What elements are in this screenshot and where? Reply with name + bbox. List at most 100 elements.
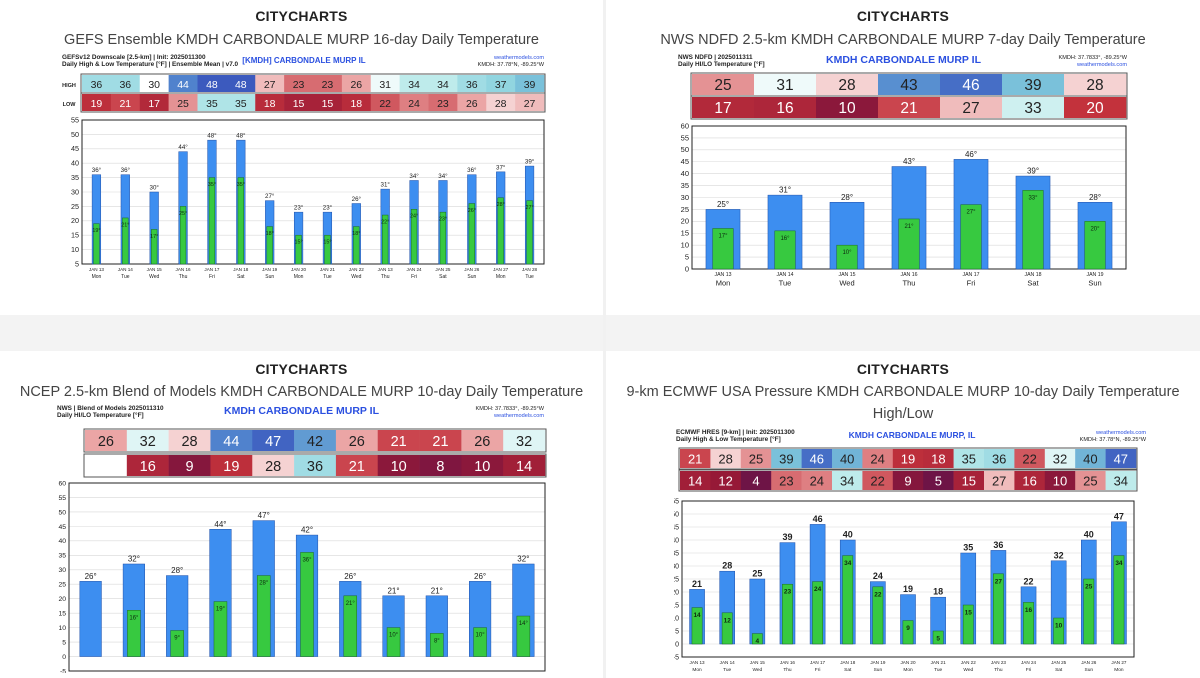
x-day-label: Tue <box>934 667 942 673</box>
chart-title[interactable]: 9-km ECMWF USA Pressure KMDH CARBONDALE … <box>606 381 1200 425</box>
high-temp-value: 32 <box>516 434 532 450</box>
chart-panel-gefs: CITYCHARTS GEFS Ensemble KMDH CARBONDALE… <box>0 0 603 315</box>
high-temp-value: 46 <box>810 451 824 466</box>
y-tick-label: 35 <box>681 181 689 190</box>
chart-title[interactable]: NWS NDFD 2.5-km KMDH CARBONDALE MURP 7-d… <box>606 29 1200 51</box>
high-row-label: HIGH <box>62 83 76 89</box>
low-temp-value: 24 <box>810 473 824 488</box>
low-bar-label: 16° <box>129 615 139 621</box>
header-meta: weathermodels.com <box>493 55 544 61</box>
low-bar-label: 27° <box>525 205 533 211</box>
low-temp-value: 10 <box>838 100 856 117</box>
x-day-label: Mon <box>92 274 102 280</box>
chart-title[interactable]: GEFS Ensemble KMDH CARBONDALE MURP 16-da… <box>0 29 603 51</box>
high-temp-value: 23 <box>293 79 305 91</box>
temperature-chart[interactable]: NWS | Blend of Models 2025011310 Daily HI… <box>55 403 548 673</box>
low-bar-label: 20° <box>1090 226 1100 232</box>
chart-svg[interactable]: GEFSv12 Downscale [2.5-km] | Init: 20250… <box>60 52 548 281</box>
high-temp-value: 36 <box>119 79 131 91</box>
x-tick-label: JAN 19 <box>262 267 278 272</box>
x-day-label: Thu <box>179 274 188 280</box>
temperature-chart[interactable]: GEFSv12 Downscale [2.5-km] | Init: 20250… <box>60 52 548 281</box>
low-temp-value: 16 <box>140 459 156 475</box>
low-bar <box>171 631 184 657</box>
low-temp-value: 10 <box>391 459 407 475</box>
low-temp-value: 15 <box>322 98 334 110</box>
y-tick-label: 5 <box>685 252 689 261</box>
high-temp-value: 26 <box>474 434 490 450</box>
high-temp-value: 36 <box>992 451 1006 466</box>
low-temp-value: 15 <box>962 473 976 488</box>
high-temp-value: 28 <box>718 451 732 466</box>
low-temp-value: 26 <box>466 98 478 110</box>
low-bar-label: 33° <box>1028 195 1038 201</box>
low-row-label: LOW <box>63 102 77 108</box>
x-day-label: Tue <box>525 274 534 280</box>
x-tick-label: JAN 16 <box>176 267 192 272</box>
high-temp-value: 44 <box>223 434 239 450</box>
x-tick-label: JAN 13 <box>690 660 706 665</box>
x-tick-label: JAN 14 <box>776 272 793 278</box>
y-tick-label: 30 <box>58 567 66 574</box>
x-day-label: Thu <box>903 279 916 288</box>
low-temp-value: 14 <box>688 473 702 488</box>
y-tick-label: 55 <box>58 495 66 502</box>
y-tick-label: 15 <box>674 602 679 609</box>
low-bar-label: 14 <box>693 612 701 619</box>
low-temp-value: 23 <box>779 473 793 488</box>
y-tick-label: -5 <box>60 668 66 673</box>
low-temp-value: 18 <box>350 98 362 110</box>
low-bar-label: 25 <box>1085 584 1093 591</box>
x-day-label: Tue <box>779 279 792 288</box>
low-temp-value: 10 <box>474 459 490 475</box>
low-bar <box>843 556 853 644</box>
x-tick-label: JAN 23 <box>991 660 1007 665</box>
y-tick-label: -5 <box>674 654 679 661</box>
x-tick-label: JAN 21 <box>320 267 336 272</box>
high-temp-value: 32 <box>140 434 156 450</box>
x-tick-label: JAN 13 <box>714 272 731 278</box>
low-bar-label: 22° <box>381 219 389 225</box>
chart-title[interactable]: NCEP 2.5-km Blend of Models KMDH CARBOND… <box>0 381 603 403</box>
high-bar-label: 32° <box>128 554 140 563</box>
temperature-chart[interactable]: NWS NDFD | 2025011311 Daily HI/LO Tempera… <box>676 52 1131 298</box>
y-tick-label: 10 <box>58 625 66 632</box>
high-temp-value: 47 <box>1114 451 1128 466</box>
y-tick-label: 50 <box>58 509 66 516</box>
low-temp-value: 23 <box>437 98 449 110</box>
high-temp-value: 22 <box>1022 451 1036 466</box>
high-temp-value: 28 <box>181 434 197 450</box>
high-bar-label: 31° <box>779 186 791 195</box>
low-bar-label: 24° <box>410 214 418 220</box>
temperature-chart[interactable]: ECMWF HRES [9-km] | Init: 2025011300 Dail… <box>674 427 1150 678</box>
high-temp-value: 18 <box>931 451 945 466</box>
high-bar-label: 46 <box>813 514 823 524</box>
high-temp-value: 25 <box>714 77 731 94</box>
low-bar-label: 28° <box>497 202 505 208</box>
low-temp-value: 21 <box>119 98 131 110</box>
brand-label: CITYCHARTS <box>606 361 1200 377</box>
low-bar-label: 34 <box>844 560 852 567</box>
high-temp-value: 48 <box>206 79 218 91</box>
high-bar-label: 19 <box>903 584 913 594</box>
x-day-label: Wed <box>963 667 973 673</box>
x-tick-label: JAN 15 <box>838 272 855 278</box>
x-day-label: Sat <box>237 274 245 280</box>
chart-svg[interactable]: ECMWF HRES [9-km] | Init: 2025011300Dail… <box>674 427 1150 678</box>
high-bar-label: 32° <box>517 554 529 563</box>
x-day-label: Mon <box>496 274 506 280</box>
low-temp-value: 22 <box>379 98 391 110</box>
high-bar-label: 22 <box>1024 576 1034 586</box>
high-temp-value: 28 <box>838 77 855 94</box>
y-tick-label: 10 <box>674 615 679 622</box>
low-temp-value: 22 <box>870 473 884 488</box>
low-temp-value: 35 <box>235 98 247 110</box>
low-temp-value: 34 <box>1114 473 1128 488</box>
low-bar-label: 18° <box>266 231 274 237</box>
y-tick-label: 25 <box>681 205 689 214</box>
high-bar <box>80 581 102 656</box>
low-temp-value: 14 <box>516 459 532 475</box>
low-bar-label: 21° <box>346 601 356 607</box>
